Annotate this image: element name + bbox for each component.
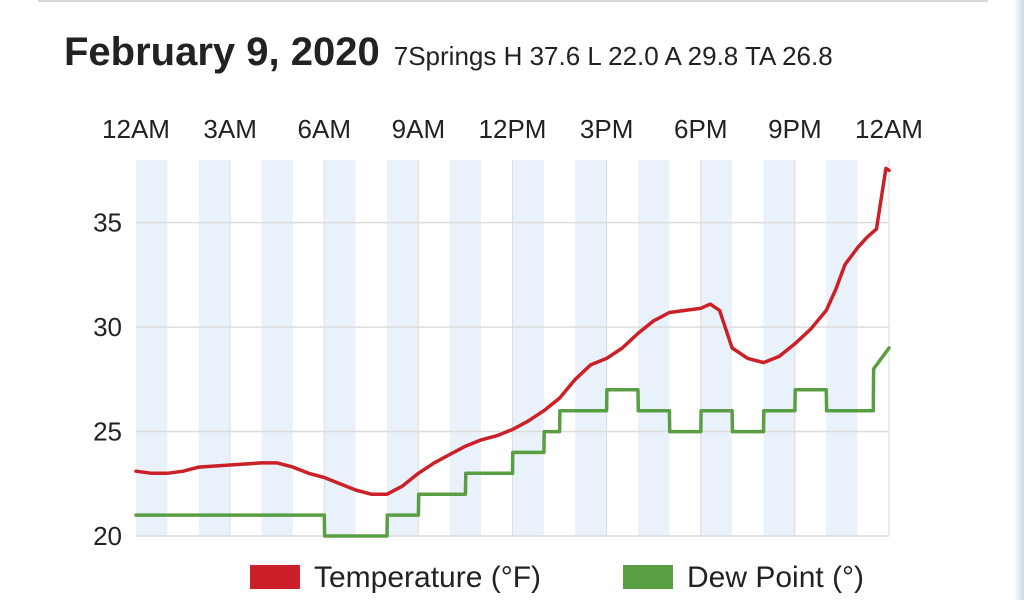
x-tick-label: 9PM (768, 114, 821, 144)
chart-title: February 9, 2020 (64, 30, 380, 74)
legend-label: Dew Point (°) (687, 561, 864, 594)
hour-band (700, 160, 733, 536)
hour-band (418, 160, 450, 536)
hour-band (230, 160, 262, 536)
x-tick-label: 6AM (298, 114, 351, 144)
y-tick-label: 30 (93, 312, 122, 342)
hour-band (826, 160, 858, 536)
y-tick-label: 20 (93, 521, 122, 551)
hour-band (387, 160, 419, 536)
hour-band (136, 160, 168, 536)
y-tick-labels: 20 25 30 35 (93, 208, 122, 551)
hour-band (512, 160, 544, 536)
x-tick-label: 12AM (102, 114, 170, 144)
hour-band (575, 160, 607, 536)
y-tick-label: 35 (93, 208, 122, 238)
series-lines (134, 166, 891, 538)
chart-header: February 9, 2020 7Springs H 37.6 L 22.0 A… (64, 30, 833, 75)
hour-band (794, 160, 827, 536)
x-tick-label: 3PM (580, 114, 633, 144)
top-divider (38, 0, 988, 2)
legend-swatch (623, 565, 673, 589)
hour-band (732, 160, 764, 536)
legend-label: Temperature (°F) (314, 561, 541, 594)
series-line (134, 166, 891, 496)
chart-legend: Temperature (°F) Dew Point (°) (250, 561, 864, 594)
hour-band (638, 160, 670, 536)
screen-edge-shadow (1014, 0, 1024, 600)
hour-band (292, 160, 325, 536)
x-tick-label: 6PM (674, 114, 727, 144)
x-tick-label: 12AM (855, 114, 923, 144)
x-tick-label: 9AM (392, 114, 445, 144)
chart-subtitle: 7Springs H 37.6 L 22.0 A 29.8 TA 26.8 (393, 41, 833, 71)
hour-band (857, 160, 889, 536)
y-tick-label: 25 (93, 417, 122, 447)
x-tick-labels: 12AM 3AM 6AM 9AM 12PM 3PM 6PM 9PM 12AM (102, 114, 923, 144)
legend-swatch (250, 565, 300, 589)
x-tick-label: 3AM (203, 114, 256, 144)
hour-band (355, 160, 387, 536)
hour-band (167, 160, 199, 536)
x-tick-label: 12PM (479, 114, 547, 144)
hour-band (481, 160, 513, 536)
hour-band (261, 160, 293, 536)
series-line (134, 346, 891, 538)
hour-band (198, 160, 231, 536)
hour-band (543, 160, 576, 536)
hour-band (669, 160, 701, 536)
